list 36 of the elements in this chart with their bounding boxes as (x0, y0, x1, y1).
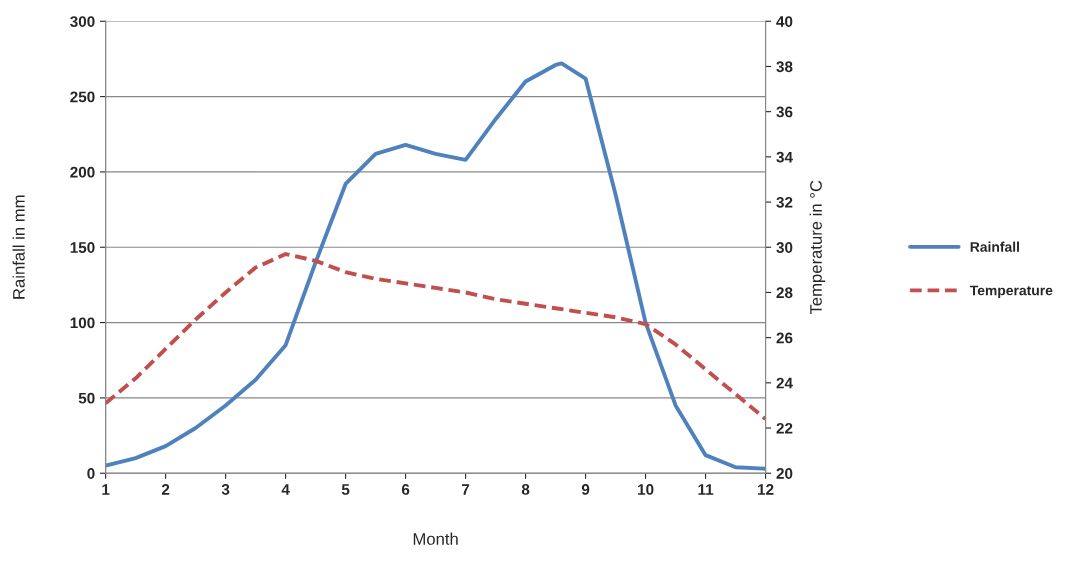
y2-axis-title: Temperature in °C (809, 180, 826, 315)
x-tick-label: 6 (401, 484, 410, 495)
y2-tick-label: 22 (776, 422, 793, 434)
legend-label: Rainfall (970, 241, 1019, 252)
line-series (105, 252, 766, 421)
legend-label: Temperature (969, 285, 1053, 299)
y2-tick-label: 36 (776, 106, 793, 118)
x-axis-title: Month (413, 532, 458, 545)
y2-tick-label: 26 (776, 332, 793, 344)
x-tick-label: 3 (221, 484, 230, 495)
y-tick-label: 300 (70, 16, 95, 27)
y2-tick-label: 30 (776, 242, 793, 253)
y-tick-label: 100 (70, 317, 95, 329)
y2-tick-label: 20 (776, 468, 793, 479)
x-tick-label: 12 (758, 484, 774, 495)
y-axis-title: Rainfall in mm (12, 195, 25, 299)
y2-tick-label: 38 (776, 61, 793, 73)
x-tick-label: 1 (102, 484, 110, 495)
y2-tick-label: 24 (776, 377, 793, 389)
y2-tick-label: 32 (776, 196, 793, 208)
x-tick-label: 8 (521, 484, 530, 495)
y-tick-label: 50 (78, 392, 95, 404)
y2-tick-label: 40 (776, 16, 793, 27)
x-tick-label: 9 (581, 484, 590, 495)
y-tick-label: 200 (70, 166, 95, 178)
y2-tick-label: 34 (776, 151, 793, 163)
x-tick-label: 10 (638, 484, 654, 495)
x-tick-label: 7 (462, 484, 470, 495)
y2-tick-label: 28 (776, 287, 793, 299)
y-tick-label: 250 (70, 91, 95, 103)
x-tick-label: 2 (161, 484, 170, 495)
x-tick-label: 11 (698, 484, 714, 495)
x-tick-label: 5 (341, 484, 350, 495)
y-tick-label: 0 (87, 468, 95, 479)
x-tick-label: 4 (281, 484, 290, 495)
y-tick-label: 150 (70, 242, 95, 253)
